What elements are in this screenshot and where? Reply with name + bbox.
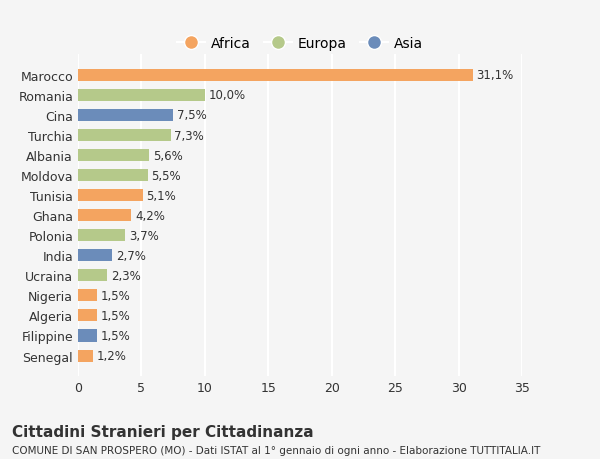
Text: 3,7%: 3,7% <box>129 229 158 242</box>
Bar <box>78 70 473 82</box>
Text: 1,5%: 1,5% <box>101 309 131 322</box>
Bar <box>78 110 173 122</box>
Text: 5,6%: 5,6% <box>153 149 182 162</box>
Bar <box>78 210 131 222</box>
Text: 5,5%: 5,5% <box>152 169 181 182</box>
Bar <box>78 310 97 322</box>
Text: 7,3%: 7,3% <box>175 129 204 142</box>
Bar <box>78 130 170 142</box>
Text: 2,7%: 2,7% <box>116 249 146 262</box>
Bar <box>78 250 112 262</box>
Legend: Africa, Europa, Asia: Africa, Europa, Asia <box>170 30 430 58</box>
Text: 31,1%: 31,1% <box>476 69 514 82</box>
Bar <box>78 190 143 202</box>
Text: 1,5%: 1,5% <box>101 289 131 302</box>
Bar <box>78 270 107 282</box>
Text: 2,3%: 2,3% <box>111 269 141 282</box>
Bar <box>78 330 97 342</box>
Text: 10,0%: 10,0% <box>209 89 246 102</box>
Text: COMUNE DI SAN PROSPERO (MO) - Dati ISTAT al 1° gennaio di ogni anno - Elaborazio: COMUNE DI SAN PROSPERO (MO) - Dati ISTAT… <box>12 445 541 455</box>
Text: 7,5%: 7,5% <box>177 109 206 122</box>
Bar <box>78 170 148 182</box>
Bar <box>78 350 93 362</box>
Text: 1,2%: 1,2% <box>97 349 127 362</box>
Bar <box>78 230 125 242</box>
Text: 4,2%: 4,2% <box>135 209 165 222</box>
Bar <box>78 290 97 302</box>
Text: 5,1%: 5,1% <box>146 189 176 202</box>
Text: 1,5%: 1,5% <box>101 329 131 342</box>
Bar <box>78 150 149 162</box>
Bar <box>78 90 205 102</box>
Text: Cittadini Stranieri per Cittadinanza: Cittadini Stranieri per Cittadinanza <box>12 425 314 440</box>
